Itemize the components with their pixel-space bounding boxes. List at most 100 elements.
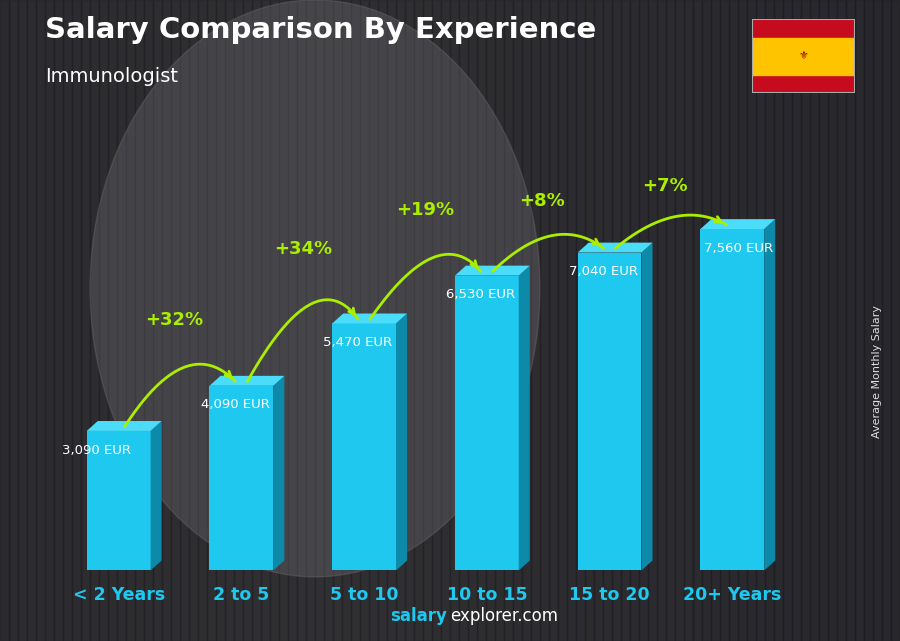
Polygon shape (150, 421, 162, 570)
Bar (558, 0, 567, 641)
Bar (288, 0, 297, 641)
Bar (549, 0, 558, 641)
Bar (45, 0, 54, 641)
Bar (468, 0, 477, 641)
Text: 7,560 EUR: 7,560 EUR (704, 242, 773, 254)
Bar (117, 0, 126, 641)
Text: +19%: +19% (396, 201, 454, 219)
Bar (198, 0, 207, 641)
Bar (828, 0, 837, 641)
Bar (144, 0, 153, 641)
Bar (747, 0, 756, 641)
Bar (792, 0, 801, 641)
Bar (162, 0, 171, 641)
Text: 3,090 EUR: 3,090 EUR (62, 444, 131, 456)
Bar (495, 0, 504, 641)
Bar (441, 0, 450, 641)
Bar (90, 0, 99, 641)
Polygon shape (274, 376, 284, 570)
Text: 4,090 EUR: 4,090 EUR (201, 399, 270, 412)
Bar (639, 0, 648, 641)
Polygon shape (700, 229, 764, 570)
Bar (801, 0, 810, 641)
Bar (882, 0, 891, 641)
Polygon shape (210, 376, 284, 386)
Bar (9, 0, 18, 641)
Bar (540, 0, 549, 641)
Bar (252, 0, 261, 641)
Bar (360, 0, 369, 641)
Bar (756, 0, 765, 641)
Polygon shape (454, 265, 530, 276)
Text: Average Monthly Salary: Average Monthly Salary (872, 305, 883, 438)
Bar (414, 0, 423, 641)
Bar (315, 0, 324, 641)
Bar (513, 0, 522, 641)
Text: +32%: +32% (145, 312, 202, 329)
Bar (54, 0, 63, 641)
Polygon shape (210, 386, 274, 570)
Polygon shape (86, 421, 162, 431)
Text: +8%: +8% (519, 192, 565, 210)
Polygon shape (578, 253, 642, 570)
Bar (432, 0, 441, 641)
Polygon shape (700, 219, 775, 229)
Bar (324, 0, 333, 641)
Bar (387, 0, 396, 641)
Bar (270, 0, 279, 641)
Bar (63, 0, 72, 641)
Bar (603, 0, 612, 641)
Text: 6,530 EUR: 6,530 EUR (446, 288, 515, 301)
Bar (621, 0, 630, 641)
Bar (837, 0, 846, 641)
Bar (711, 0, 720, 641)
Bar (693, 0, 702, 641)
Bar (243, 0, 252, 641)
Bar (531, 0, 540, 641)
Bar (720, 0, 729, 641)
Bar (405, 0, 414, 641)
Bar (171, 0, 180, 641)
Bar (612, 0, 621, 641)
Bar (504, 0, 513, 641)
Text: 5,470 EUR: 5,470 EUR (323, 336, 392, 349)
Bar (891, 0, 900, 641)
Text: Immunologist: Immunologist (45, 67, 178, 87)
Bar (81, 0, 90, 641)
Bar (459, 0, 468, 641)
Bar (810, 0, 819, 641)
Bar (774, 0, 783, 641)
Bar (630, 0, 639, 641)
Polygon shape (578, 242, 652, 253)
Bar (585, 0, 594, 641)
Bar (819, 0, 828, 641)
Text: ⚜: ⚜ (798, 51, 808, 61)
Bar (297, 0, 306, 641)
Polygon shape (642, 242, 652, 570)
Bar (576, 0, 585, 641)
Bar (765, 0, 774, 641)
Text: +7%: +7% (642, 177, 688, 196)
Bar (225, 0, 234, 641)
Bar (477, 0, 486, 641)
Bar (27, 0, 36, 641)
Bar (666, 0, 675, 641)
Bar (522, 0, 531, 641)
Bar (207, 0, 216, 641)
Polygon shape (396, 313, 407, 570)
Bar (567, 0, 576, 641)
Polygon shape (454, 276, 518, 570)
Bar (342, 0, 351, 641)
Bar (648, 0, 657, 641)
Bar (486, 0, 495, 641)
Polygon shape (86, 431, 150, 570)
Bar (333, 0, 342, 641)
Polygon shape (518, 265, 530, 570)
Bar (378, 0, 387, 641)
Bar (450, 0, 459, 641)
Bar (306, 0, 315, 641)
Bar (216, 0, 225, 641)
Bar (135, 0, 144, 641)
Bar (108, 0, 117, 641)
Bar (738, 0, 747, 641)
